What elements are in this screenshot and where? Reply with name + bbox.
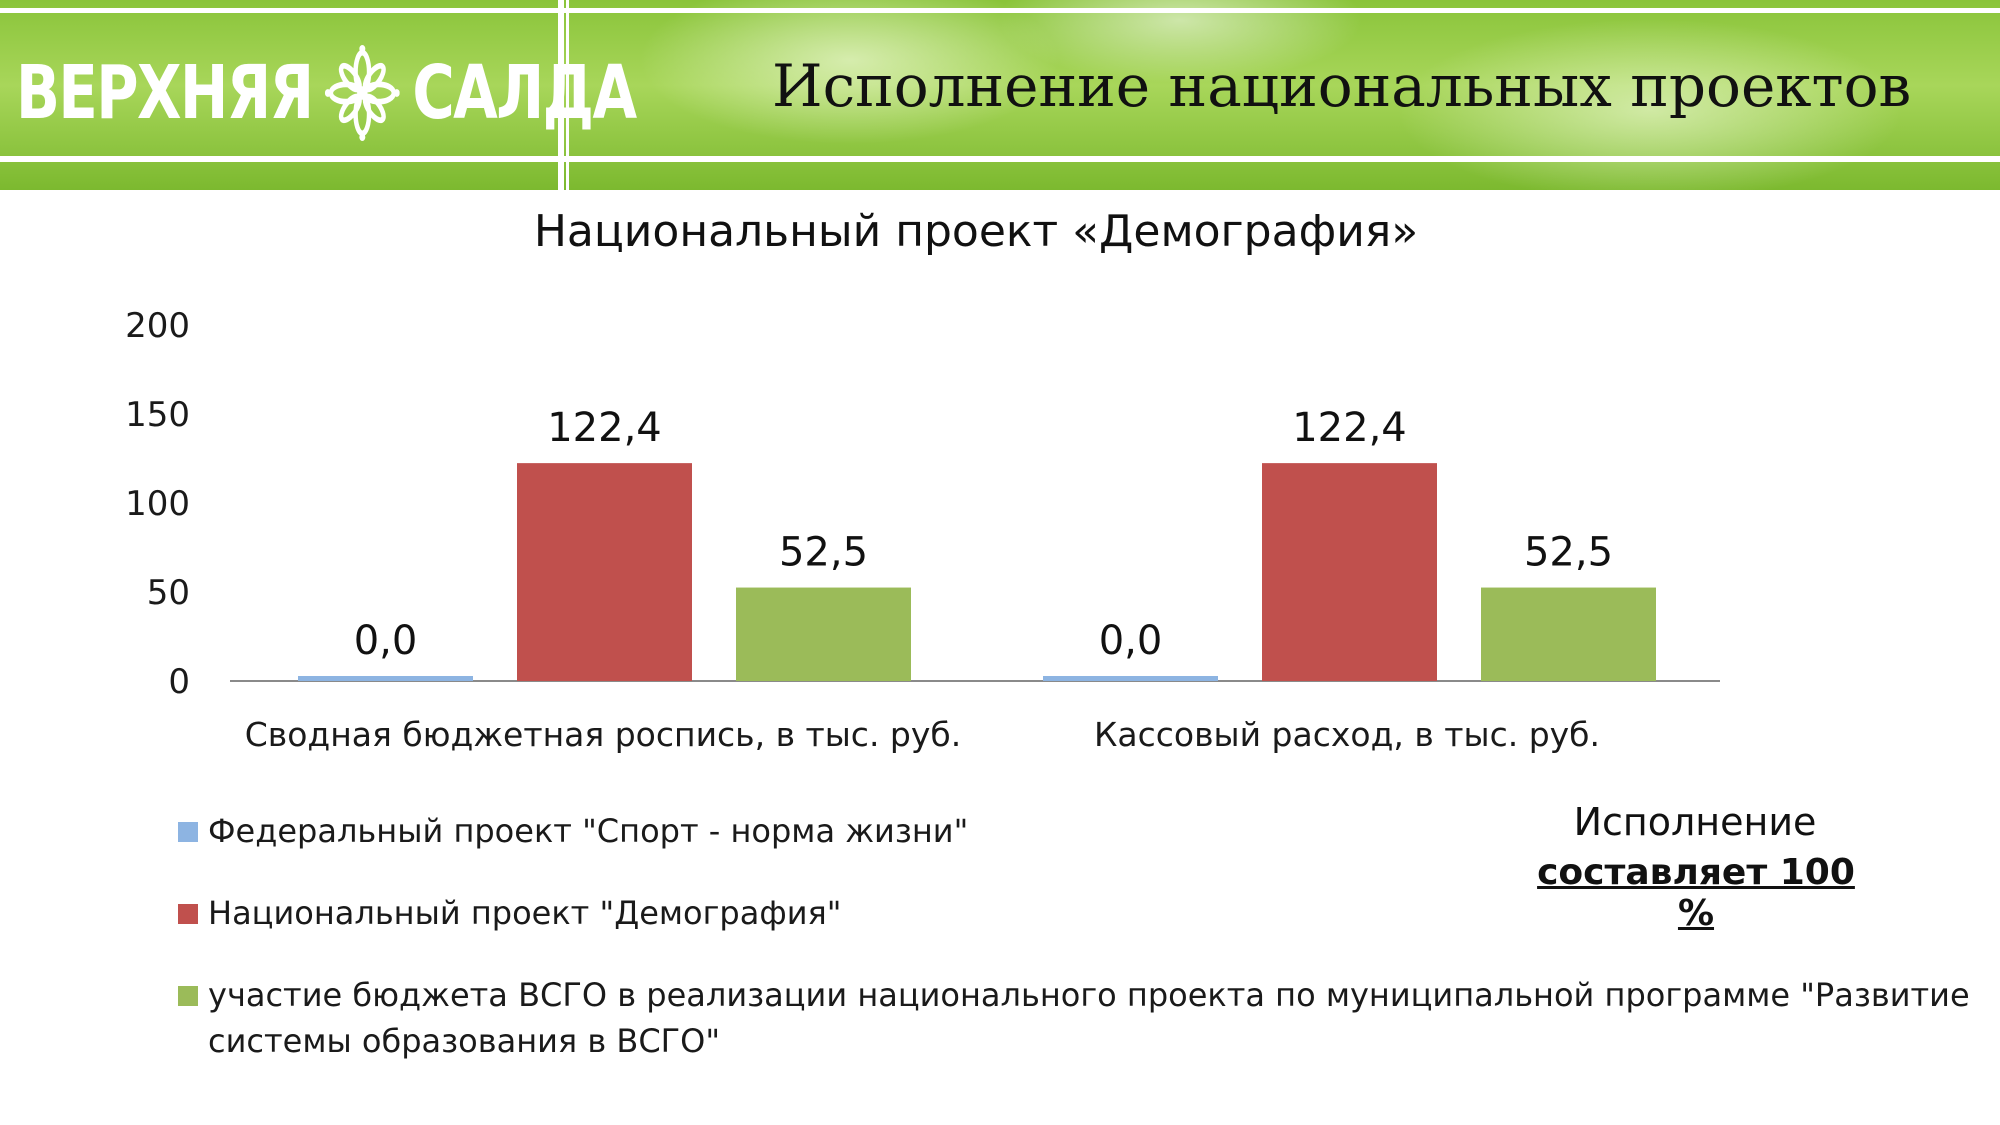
- bar-1-2: [1481, 587, 1656, 681]
- legend-label: Федеральный проект "Спорт - норма жизни": [208, 812, 969, 850]
- y-tick-label: 100: [125, 484, 190, 524]
- legend-label-line1: участие бюджета ВСГО в реализации национ…: [208, 976, 1970, 1014]
- legend-label-line2: системы образования в ВСГО": [208, 1022, 721, 1060]
- x-category-label: Кассовый расход, в тыс. руб.: [1094, 715, 1600, 754]
- legend-item-national: Национальный проект "Демография": [178, 890, 841, 936]
- data-label: 52,5: [1524, 530, 1613, 576]
- legend-swatch-green: [178, 986, 198, 1006]
- data-label: 52,5: [779, 530, 868, 576]
- bar-1-0: [1043, 676, 1218, 681]
- x-axis-labels: Сводная бюджетная роспись, в тыс. руб. Ка…: [245, 715, 1600, 754]
- y-tick-label: 200: [125, 306, 190, 346]
- legend-label: Национальный проект "Демография": [208, 894, 842, 932]
- execution-note-line2: составляет 100 %: [1537, 852, 1855, 934]
- data-label: 122,4: [547, 405, 662, 451]
- y-axis: 0 50 100 150 200: [125, 306, 190, 702]
- logo: ВЕРХНЯЯ САЛДА: [16, 45, 637, 141]
- legend-item-federal: Федеральный проект "Спорт - норма жизни": [178, 808, 968, 854]
- x-category-label: Сводная бюджетная роспись, в тыс. руб.: [245, 715, 962, 754]
- y-tick-label: 150: [125, 395, 190, 435]
- bar-0-0: [298, 676, 473, 681]
- bar-0-2: [736, 587, 911, 681]
- y-tick-label: 50: [147, 573, 190, 613]
- bar-1-1: [1262, 463, 1437, 681]
- logo-text-right: САЛДА: [412, 50, 637, 136]
- data-label: 122,4: [1292, 405, 1407, 451]
- header-divider-line-thin: [566, 0, 569, 190]
- header-divider-line: [558, 0, 564, 190]
- header-top-line: [0, 8, 2000, 13]
- header-bottom-line: [0, 156, 2000, 162]
- page-title: Исполнение национальных проектов: [772, 52, 1912, 120]
- chart-title: Национальный проект «Демография»: [534, 206, 1418, 257]
- execution-note-line1: Исполнение: [1573, 800, 1817, 844]
- flower-emblem-icon: [324, 45, 400, 141]
- data-label: 0,0: [354, 618, 418, 664]
- logo-text-left: ВЕРХНЯЯ: [16, 50, 314, 136]
- bar-0-1: [517, 463, 692, 681]
- slide-header: ВЕРХНЯЯ САЛДА Исполнение национальных пр…: [0, 0, 2000, 190]
- bar-chart: Национальный проект «Демография» 0 50 100 1…: [125, 206, 1720, 754]
- data-label: 0,0: [1099, 618, 1163, 664]
- y-tick-label: 0: [168, 662, 190, 702]
- legend-swatch-red: [178, 904, 198, 924]
- bars-group: 0,0 122,4 52,5 0,0 122,4 52,5: [298, 405, 1656, 681]
- legend-item-budget: участие бюджета ВСГО в реализации национ…: [178, 972, 1970, 1064]
- legend-swatch-blue: [178, 822, 198, 842]
